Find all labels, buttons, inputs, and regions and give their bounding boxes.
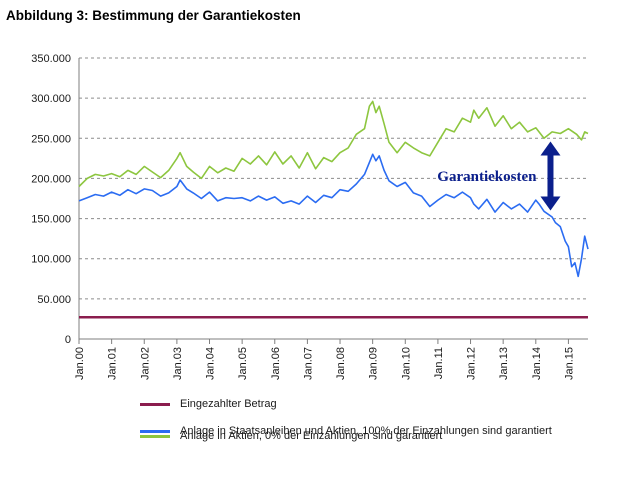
x-tick-label: Jan.04 [205, 347, 217, 380]
x-tick-label: Jan.07 [302, 347, 314, 380]
legend-label-stocks: Anlage in Aktien, 0% der Einzahlungen si… [180, 430, 443, 442]
x-tick-label: Jan.02 [139, 347, 151, 380]
legend: Eingezahlter Betrag Anlage in Staatsanle… [140, 398, 610, 443]
x-tick-label: Jan.03 [172, 347, 184, 380]
x-tick-label: Jan.05 [237, 347, 249, 380]
series-line [78, 153, 589, 278]
x-tick-labels: Jan.00 Jan.01 Jan.02 Jan.03 Jan.04 Jan.05 Jan.… [74, 347, 575, 380]
legend-item-stocks: Anlage in Aktien, 0% der Einzahlungen si… [140, 430, 610, 443]
grid [78, 57, 588, 344]
x-tick-label: Jan.12 [466, 347, 478, 380]
y-tick-label: 150.000 [31, 214, 71, 226]
series-lines [78, 100, 589, 319]
legend-label-guaranteed: Anlage in Staatsanleihen und Aktien, 100… [180, 425, 552, 437]
y-tick-label: 50.000 [37, 294, 71, 306]
x-tick-label: Jan.06 [270, 347, 282, 380]
x-tick-label: Jan.14 [531, 347, 543, 380]
x-tick-label: Jan.13 [498, 347, 510, 380]
x-tick-label: Jan.09 [368, 347, 380, 380]
x-tick-label: Jan.00 [74, 347, 86, 380]
legend-swatch-deposits [140, 403, 170, 406]
annotation-arrow-head-down [540, 196, 561, 211]
x-tick-label: Jan.01 [107, 347, 119, 380]
y-tick-label: 0 [65, 334, 71, 346]
y-tick-label: 200.000 [31, 173, 71, 185]
x-tick-label: Jan.08 [335, 347, 347, 380]
x-tick-label: Jan.11 [433, 347, 445, 379]
legend-swatch-guaranteed [140, 430, 170, 433]
y-tick-label: 100.000 [31, 254, 71, 266]
y-tick-label: 300.000 [31, 93, 71, 105]
legend-swatch-stocks [140, 435, 170, 438]
series-line [78, 100, 589, 188]
y-tick-labels: 0 50.000 100.000 150.000 200.000 250.000 300.0… [31, 53, 71, 346]
legend-item-deposits: Eingezahlter Betrag [140, 398, 610, 411]
legend-item-guaranteed: Anlage in Staatsanleihen und Aktien, 100… [140, 425, 610, 438]
y-tick-label: 250.000 [31, 133, 71, 145]
legend-label-deposits: Eingezahlter Betrag [180, 398, 277, 410]
x-tick-label: Jan.15 [563, 347, 575, 380]
annotation-label: Garantiekosten [437, 169, 537, 185]
annotation-arrow-head-up [540, 141, 561, 156]
figure-title: Abbildung 3: Bestimmung der Garantiekost… [6, 8, 301, 23]
y-tick-label: 350.000 [31, 53, 71, 65]
x-tick-label: Jan.10 [400, 347, 412, 380]
annotation: Garantiekosten [437, 141, 561, 211]
